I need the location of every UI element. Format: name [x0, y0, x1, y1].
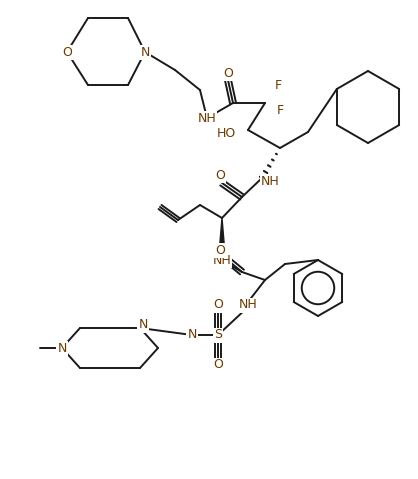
Text: O: O	[213, 298, 223, 311]
Text: O: O	[215, 169, 225, 182]
Text: NH: NH	[213, 253, 232, 266]
Text: NH: NH	[198, 112, 217, 125]
Text: O: O	[215, 243, 225, 256]
Text: F: F	[276, 103, 283, 116]
Polygon shape	[219, 218, 224, 248]
Text: N: N	[187, 329, 197, 342]
Text: O: O	[223, 67, 233, 80]
Text: HO: HO	[217, 126, 236, 139]
Text: S: S	[214, 329, 222, 342]
Text: NH: NH	[239, 298, 257, 311]
Text: NH: NH	[261, 174, 279, 187]
Text: N: N	[138, 319, 148, 331]
Text: N: N	[57, 342, 67, 354]
Text: N: N	[140, 46, 150, 58]
Text: F: F	[275, 79, 282, 91]
Text: O: O	[62, 46, 72, 58]
Text: O: O	[213, 358, 223, 372]
